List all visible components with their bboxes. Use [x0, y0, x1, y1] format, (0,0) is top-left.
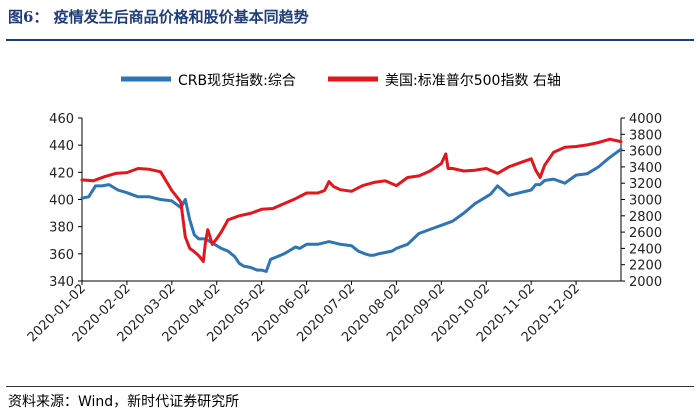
chart-legend: CRB现货指数:综合 美国:标准普尔500指数 右轴 — [121, 72, 561, 89]
left-y-tick-label: 380 — [49, 221, 74, 236]
right-y-tick-label: 3600 — [629, 145, 662, 160]
left-y-tick-label: 400 — [49, 194, 74, 209]
source-divider — [6, 386, 694, 387]
series-line-sp500 — [80, 137, 623, 263]
line-chart: CRB现货指数:综合 美国:标准普尔500指数 右轴 340 360 380 400 4… — [25, 72, 662, 345]
left-y-tick-label: 360 — [49, 248, 74, 263]
right-y-tick-label: 3200 — [629, 177, 662, 192]
right-y-tick-label: 2800 — [629, 210, 662, 225]
right-y-tick-label: 2400 — [629, 242, 662, 257]
figure-title: 图6： 疫情发生后商品价格和股价基本同趋势 — [8, 8, 309, 26]
source-note: 资料来源：Wind，新时代证券研究所 — [8, 394, 240, 410]
right-y-tick-label: 3800 — [629, 128, 662, 143]
right-y-tick-label: 2600 — [629, 226, 662, 241]
title-divider — [6, 39, 694, 41]
right-y-tick-label: 3000 — [629, 194, 662, 209]
right-y-tick-label: 2200 — [629, 259, 662, 274]
legend-label-crb: CRB现货指数:综合 — [178, 72, 296, 89]
right-y-tick-label: 4000 — [629, 112, 662, 127]
series-line-crb — [80, 147, 623, 273]
left-y-tick-label: 340 — [49, 275, 74, 290]
right-y-tick-label: 3400 — [629, 161, 662, 176]
left-y-tick-label: 460 — [49, 112, 74, 127]
right-y-tick-label: 2000 — [629, 275, 662, 290]
left-y-tick-label: 420 — [49, 166, 74, 181]
left-y-tick-label: 440 — [49, 139, 74, 154]
series-layer — [80, 137, 623, 273]
legend-label-sp500: 美国:标准普尔500指数 右轴 — [385, 73, 561, 89]
